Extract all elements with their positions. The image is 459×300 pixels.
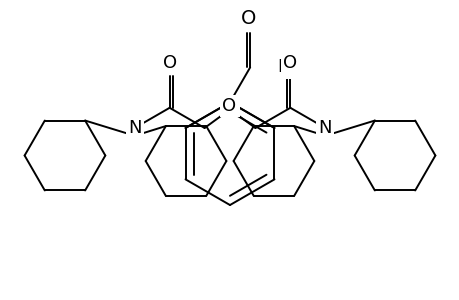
Text: O: O (162, 54, 176, 72)
Text: O: O (223, 97, 237, 115)
Text: H: H (277, 58, 291, 76)
Text: O: O (222, 97, 236, 115)
Text: N: N (318, 119, 331, 137)
Text: O: O (240, 10, 256, 28)
Text: O: O (283, 54, 297, 72)
Text: N: N (128, 119, 141, 137)
